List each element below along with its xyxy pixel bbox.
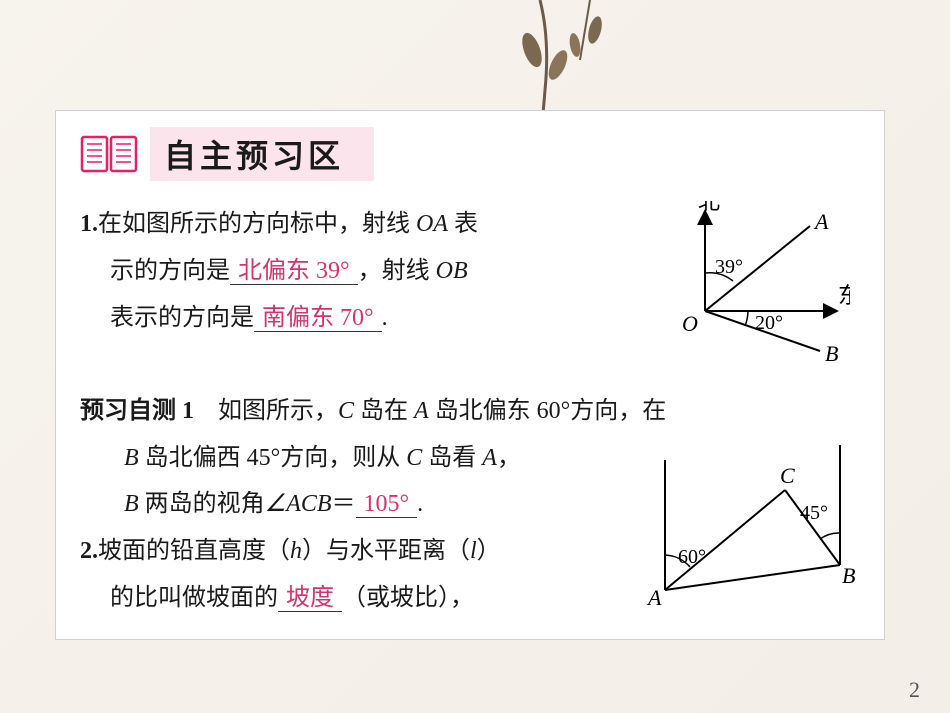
body-text: 1.在如图所示的方向标中，射线 OA 表 示的方向是北偏东 39°，射线 OB … xyxy=(80,201,860,626)
svg-text:B: B xyxy=(842,563,855,588)
svg-text:O: O xyxy=(682,311,698,336)
svg-text:A: A xyxy=(813,209,829,234)
pretest-answer: 105° xyxy=(356,491,418,518)
svg-text:B: B xyxy=(825,341,838,366)
svg-text:20°: 20° xyxy=(755,312,783,334)
q2-answer: 坡度 xyxy=(278,585,342,612)
svg-text:39°: 39° xyxy=(715,256,743,278)
q1-answer1: 北偏东 39° xyxy=(230,258,358,285)
svg-text:东: 东 xyxy=(838,283,850,308)
svg-text:45°: 45° xyxy=(800,502,828,524)
svg-text:60°: 60° xyxy=(678,546,706,568)
header-title: 自主预习区 xyxy=(150,127,374,181)
section-header: 自主预习区 xyxy=(80,127,860,181)
pretest-line3: B 两岛的视角∠ACB＝105°. xyxy=(80,481,640,528)
q1-line2: 示的方向是北偏东 39°，射线 OB xyxy=(80,248,620,295)
diagram-islands: A B C 60° 45° xyxy=(640,435,860,610)
q2-line1: 2.坡面的铅直高度（h）与水平距离（l） xyxy=(80,528,640,575)
q1-answer2: 南偏东 70° xyxy=(254,305,382,332)
svg-text:北: 北 xyxy=(698,201,720,214)
svg-text:A: A xyxy=(646,585,662,610)
pretest-line1: 预习自测 1 如图所示，C 岛在 A 岛北偏东 60°方向，在 xyxy=(80,388,860,435)
q1-line3: 表示的方向是南偏东 70°. xyxy=(80,295,620,342)
pretest-line2: B 岛北偏西 45°方向，则从 C 岛看 A， xyxy=(80,435,640,482)
svg-text:C: C xyxy=(780,463,795,488)
content-panel: 自主预习区 1.在如图所示的方向标中，射线 OA 表 示的方向是北偏东 39°，… xyxy=(55,110,885,640)
q2-line2: 的比叫做坡面的坡度（或坡比）， xyxy=(80,575,640,622)
q1-line1: 1.在如图所示的方向标中，射线 OA 表 xyxy=(80,201,620,248)
diagram-compass: 北 东 A B O 39° 20° xyxy=(620,201,850,371)
page-number: 2 xyxy=(909,677,920,703)
book-icon xyxy=(80,133,138,175)
